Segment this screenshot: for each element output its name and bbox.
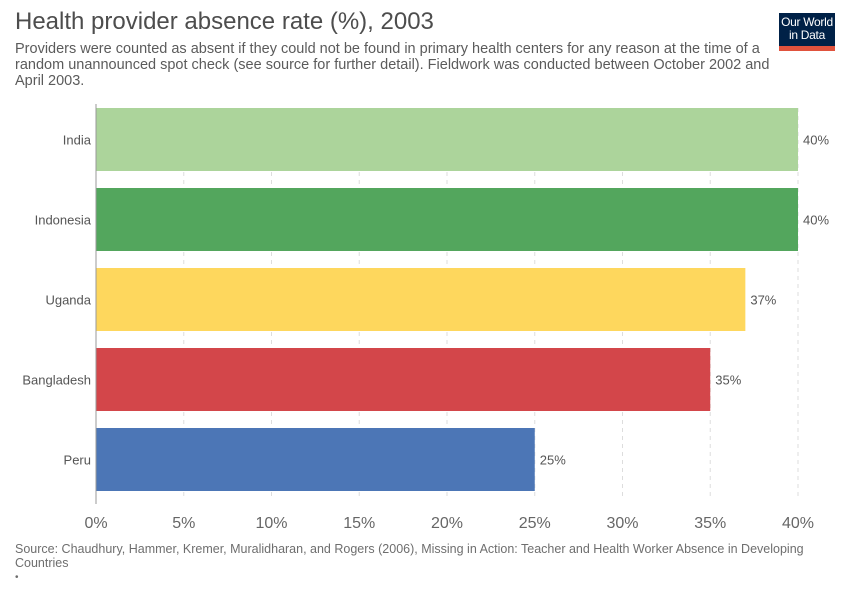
bar-india[interactable] — [96, 108, 798, 171]
value-label: 25% — [540, 453, 566, 468]
x-tick-label: 40% — [782, 515, 814, 532]
chart-title: Health provider absence rate (%), 2003 — [15, 8, 434, 35]
value-label: 35% — [715, 373, 741, 388]
logo-line-1: Our World — [781, 15, 833, 29]
category-label: Uganda — [45, 293, 91, 308]
bar-uganda[interactable] — [96, 268, 746, 331]
x-tick-label: 30% — [606, 515, 638, 532]
x-tick-label: 0% — [84, 515, 107, 532]
source-note: Source: Chaudhury, Hammer, Kremer, Mural… — [15, 542, 804, 570]
logo-line-2: in Data — [789, 28, 825, 42]
logo-accent-bar — [779, 46, 835, 51]
value-label: 40% — [803, 133, 829, 148]
category-label: Bangladesh — [22, 373, 91, 388]
owid-logo[interactable]: Our World in Data — [779, 13, 835, 51]
x-tick-label: 10% — [255, 515, 287, 532]
x-tick-label: 15% — [343, 515, 375, 532]
value-label: 40% — [803, 213, 829, 228]
category-label: India — [63, 133, 92, 148]
x-tick-label: 20% — [431, 515, 463, 532]
x-tick-label: 25% — [519, 515, 551, 532]
bar-peru[interactable] — [96, 428, 535, 491]
bar-indonesia[interactable] — [96, 188, 798, 251]
value-label: 37% — [750, 293, 776, 308]
chart-subtitle: Providers were counted as absent if they… — [15, 41, 770, 89]
x-tick-label: 5% — [172, 515, 195, 532]
bar-bangladesh[interactable] — [96, 348, 711, 411]
x-tick-label: 35% — [694, 515, 726, 532]
category-label: Peru — [64, 453, 91, 468]
footnote-marker: • — [15, 572, 19, 583]
category-label: Indonesia — [35, 213, 92, 228]
